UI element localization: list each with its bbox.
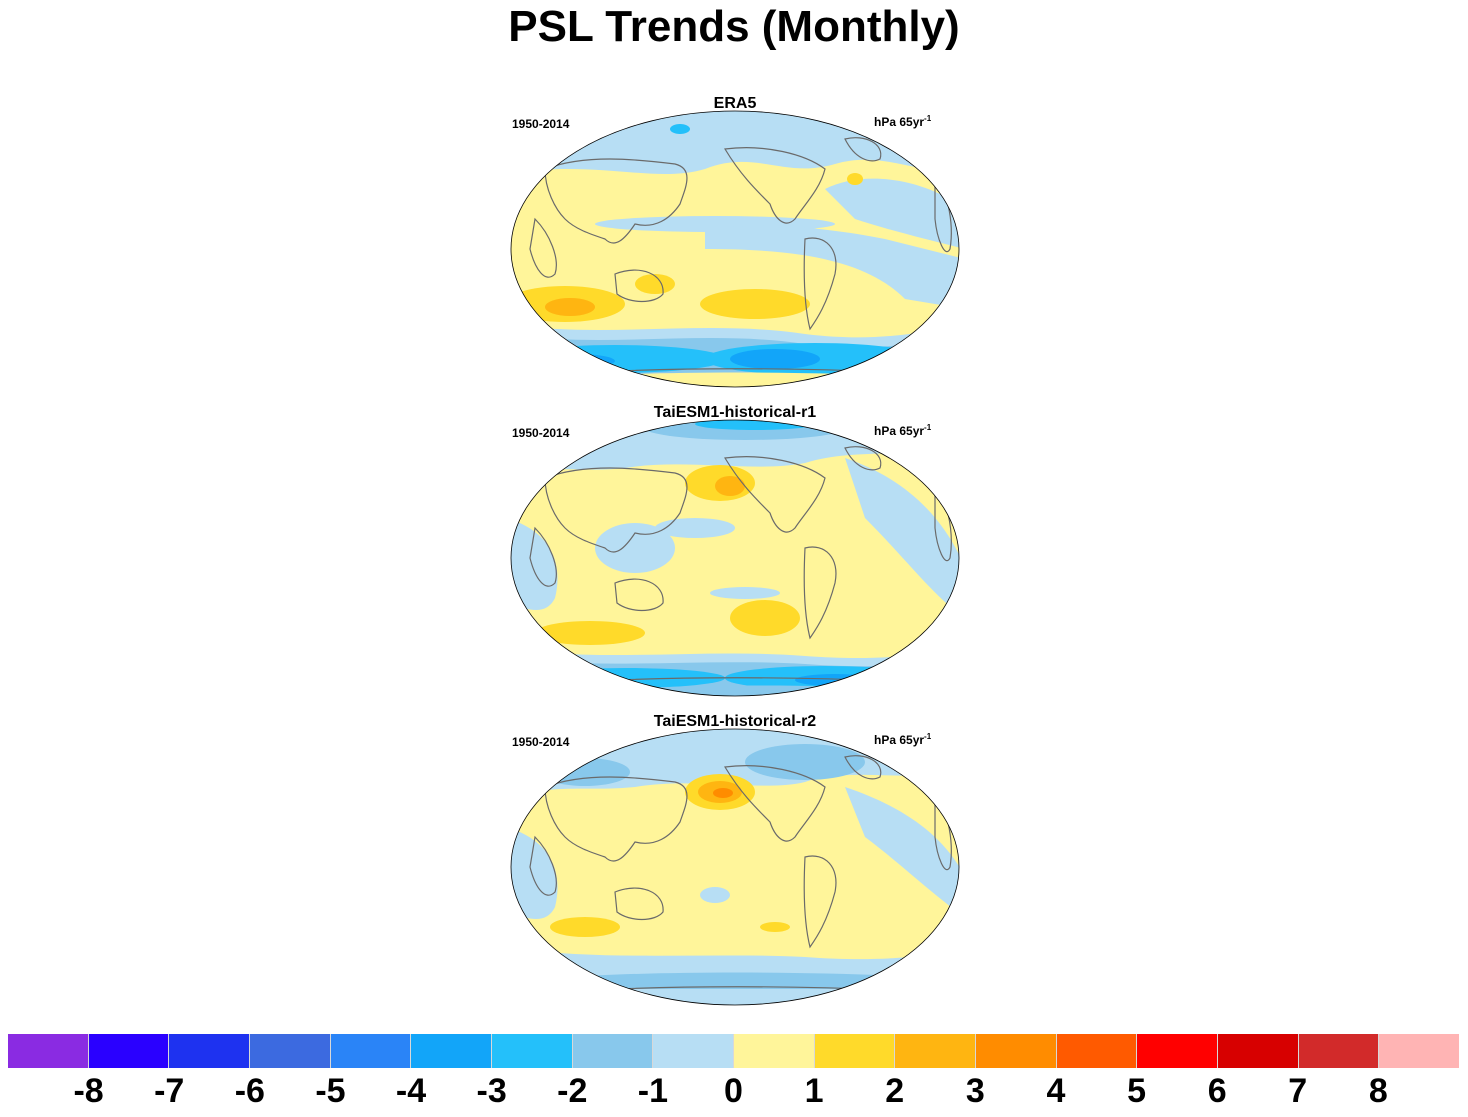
colorbar-tick-label: 4	[1046, 1072, 1066, 1110]
colorbar-box	[1056, 1034, 1138, 1068]
colorbar-box	[895, 1034, 977, 1068]
colorbar-box	[734, 1034, 815, 1068]
colorbar-tick-label: 0	[724, 1072, 743, 1110]
colorbar-box	[1298, 1034, 1380, 1068]
figure-title: PSL Trends (Monthly)	[508, 2, 960, 51]
colorbar-box	[814, 1034, 896, 1068]
colorbar-tick-label: 8	[1368, 1072, 1388, 1110]
map-panel-taiesm1-r1: TaiESM1-historical-r1 1950-2014 hPa 65yr…	[505, 404, 965, 704]
period-label: 1950-2014	[512, 426, 570, 440]
panel-title: ERA5	[713, 95, 757, 112]
colorbar-box	[250, 1034, 331, 1068]
colorbar-box	[1218, 1034, 1299, 1068]
colorbar-box	[8, 1034, 89, 1068]
trend-map	[510, 419, 960, 697]
colorbar-box	[411, 1034, 493, 1068]
trend-map	[510, 110, 960, 388]
colorbar-tick-label: 7	[1288, 1072, 1308, 1110]
colorbar-tick-label: 6	[1207, 1072, 1227, 1110]
colorbar-tick-label: 3	[965, 1072, 985, 1110]
period-label: 1950-2014	[512, 117, 570, 131]
colorbar-box	[492, 1034, 573, 1068]
period-label: 1950-2014	[512, 735, 570, 749]
colorbar-box	[88, 1034, 170, 1068]
colorbar-box	[572, 1034, 654, 1068]
colorbar-box	[330, 1034, 412, 1068]
units-label: hPa 65yr-1	[874, 732, 932, 747]
colorbar-tick-label: -5	[315, 1072, 346, 1110]
trend-map	[510, 728, 960, 1006]
colorbar-tick-label: -7	[154, 1072, 185, 1110]
units-label: hPa 65yr-1	[874, 423, 932, 438]
colorbar-tick-label: -8	[73, 1072, 104, 1110]
colorbar-box	[1137, 1034, 1219, 1068]
colorbar-tick-label: -3	[476, 1072, 507, 1110]
colorbar-tick-label: -4	[395, 1072, 427, 1110]
panel-title: TaiESM1-historical-r1	[653, 404, 817, 421]
colorbar	[8, 1034, 1460, 1068]
colorbar-box	[653, 1034, 735, 1068]
colorbar-tick-label: -1	[637, 1072, 668, 1110]
map-panel-taiesm1-r2: TaiESM1-historical-r2 1950-2014 hPa 65yr…	[505, 713, 965, 1013]
colorbar-tick-label: -2	[557, 1072, 588, 1110]
map-panel-era5: ERA5 1950-2014 hPa 65yr-1	[505, 95, 965, 395]
units-label: hPa 65yr-1	[874, 114, 932, 129]
colorbar-tick-label: 2	[885, 1072, 905, 1110]
colorbar-box	[169, 1034, 251, 1068]
colorbar-box	[976, 1034, 1057, 1068]
colorbar-tick-label: -6	[234, 1072, 265, 1110]
colorbar-tick-label: 5	[1127, 1072, 1146, 1110]
panel-title: TaiESM1-historical-r2	[653, 713, 817, 730]
colorbar-box	[1379, 1034, 1460, 1068]
colorbar-tick-label: 1	[804, 1072, 824, 1110]
